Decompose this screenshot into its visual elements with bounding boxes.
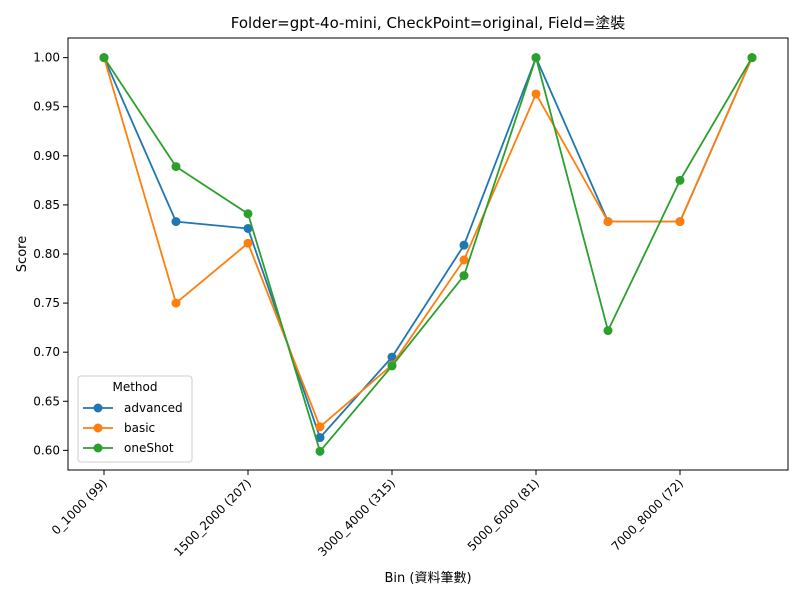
- legend-marker-oneShot: [93, 443, 103, 453]
- series-line-basic: [103, 57, 753, 428]
- data-point-oneShot: [675, 175, 685, 185]
- x-axis-title: Bin (資料筆數): [384, 571, 471, 586]
- data-point-oneShot: [99, 53, 109, 63]
- x-tick-label: 0_1000 (99): [49, 476, 110, 537]
- data-point-oneShot: [459, 271, 469, 281]
- x-tick-label: 1500_2000 (207): [171, 476, 254, 559]
- legend: Method advanced basic oneShot: [77, 375, 193, 463]
- data-point-oneShot: [747, 53, 757, 63]
- data-point-oneShot: [171, 162, 181, 172]
- legend-box: [77, 375, 193, 463]
- y-tick-label: 0.60: [33, 443, 60, 457]
- data-point-oneShot: [603, 326, 613, 336]
- data-point-basic: [459, 255, 469, 265]
- y-tick-label: 0.75: [33, 296, 60, 310]
- data-point-advanced: [243, 223, 253, 233]
- data-point-advanced: [171, 217, 181, 227]
- legend-title: Method: [112, 380, 157, 394]
- data-point-basic: [171, 298, 181, 308]
- y-tick-label: 0.65: [33, 394, 60, 408]
- legend-marker-basic: [93, 423, 103, 433]
- legend-label-basic: basic: [124, 421, 155, 435]
- data-point-advanced: [387, 352, 397, 362]
- legend-marker-advanced: [93, 403, 103, 413]
- data-point-basic: [315, 422, 325, 432]
- y-tick-label: 0.85: [33, 198, 60, 212]
- y-tick-label: 0.95: [33, 100, 60, 114]
- chart-title: Folder=gpt-4o-mini, CheckPoint=original,…: [231, 14, 625, 32]
- legend-label-oneShot: oneShot: [124, 441, 174, 455]
- legend-items: advanced basic oneShot: [83, 401, 183, 455]
- data-point-basic: [531, 89, 541, 99]
- legend-label-advanced: advanced: [124, 401, 183, 415]
- x-tick-label: 7000_8000 (72): [609, 476, 686, 553]
- data-point-advanced: [315, 433, 325, 443]
- data-point-basic: [675, 217, 685, 227]
- y-tick-label: 1.00: [33, 51, 60, 65]
- y-axis: 0.60 0.65 0.70 0.75 0.80 0.85 0.90 0.95 1.00: [33, 51, 68, 457]
- data-point-basic: [603, 217, 613, 227]
- x-axis: 0_1000 (99) 1500_2000 (207) 3000_4000 (315…: [49, 470, 686, 559]
- series-line-oneShot: [103, 56, 753, 453]
- data-point-oneShot: [315, 446, 325, 456]
- x-tick-label: 5000_6000 (81): [465, 476, 542, 553]
- data-point-advanced: [459, 240, 469, 250]
- data-point-oneShot: [531, 53, 541, 63]
- y-tick-label: 0.90: [33, 149, 60, 163]
- data-point-basic: [243, 238, 253, 248]
- series-oneShot: [99, 53, 757, 456]
- y-tick-label: 0.70: [33, 345, 60, 359]
- data-point-oneShot: [387, 361, 397, 371]
- y-tick-label: 0.80: [33, 247, 60, 261]
- y-axis-title: Score: [15, 236, 30, 272]
- series-layer: [99, 53, 757, 456]
- data-point-oneShot: [243, 209, 253, 219]
- x-tick-label: 3000_4000 (315): [315, 476, 398, 559]
